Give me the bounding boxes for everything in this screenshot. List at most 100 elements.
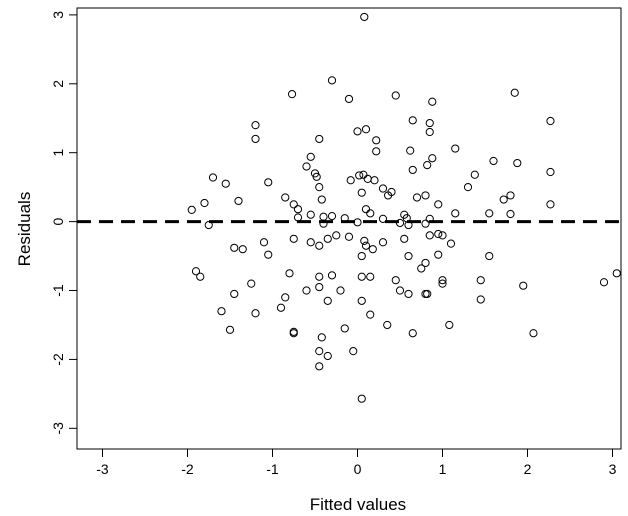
data-point: [327, 76, 337, 85]
data-point: [306, 238, 315, 247]
data-point: [384, 191, 393, 200]
data-point: [378, 238, 388, 247]
data-point: [451, 209, 460, 218]
data-point: [234, 196, 243, 206]
data-point: [485, 209, 494, 218]
data-point: [238, 245, 247, 254]
data-point: [259, 238, 269, 247]
data-point: [353, 218, 362, 227]
data-point: [340, 214, 349, 223]
y-tick-label: -1: [50, 284, 66, 297]
data-point: [428, 154, 437, 163]
data-point: [251, 121, 260, 130]
data-point: [349, 347, 358, 356]
data-point: [327, 211, 337, 221]
data-point: [346, 176, 355, 185]
data-point: [434, 250, 443, 259]
plot-frame: [76, 7, 622, 450]
data-point: [187, 205, 196, 214]
data-point: [404, 289, 413, 299]
data-point: [391, 91, 400, 100]
data-point: [408, 329, 417, 338]
data-point: [361, 241, 371, 250]
data-point: [408, 116, 417, 125]
x-tick-label: -3: [96, 461, 109, 477]
data-point: [251, 134, 260, 144]
data-point: [289, 329, 298, 338]
data-point: [204, 220, 213, 230]
data-point: [357, 394, 366, 403]
data-point: [200, 198, 209, 208]
data-point: [368, 245, 377, 254]
y-axis: -3 -2 -1 0 1 2 3: [50, 11, 78, 435]
y-tick-label: -2: [50, 353, 66, 366]
data-point: [434, 229, 443, 239]
data-point: [264, 250, 273, 259]
data-point: [251, 309, 260, 318]
data-point: [289, 234, 298, 243]
data-point: [217, 307, 226, 316]
data-point: [302, 162, 311, 171]
data-point: [372, 136, 381, 145]
data-point: [489, 156, 498, 166]
data-point: [383, 320, 392, 330]
data-point: [293, 205, 303, 214]
data-point: [408, 165, 417, 175]
data-point: [281, 193, 290, 202]
x-axis-title: Fitted values: [310, 495, 406, 514]
data-point: [357, 188, 366, 197]
data-point: [506, 191, 515, 200]
data-point: [306, 210, 315, 219]
data-point: [476, 276, 485, 285]
data-point: [476, 295, 485, 304]
data-point: [391, 276, 400, 285]
data-point: [344, 94, 354, 104]
data-point: [421, 289, 430, 299]
data-point: [510, 88, 519, 97]
x-tick-label: 1: [439, 461, 447, 477]
data-point: [276, 303, 286, 312]
data-point: [406, 146, 415, 155]
data-point: [306, 152, 315, 161]
data-point: [546, 200, 555, 209]
data-point: [315, 134, 324, 144]
data-point: [359, 170, 368, 179]
data-point: [519, 281, 528, 290]
data-point: [421, 191, 430, 200]
data-point: [196, 272, 205, 281]
data-point: [302, 286, 311, 295]
data-point: [463, 183, 473, 192]
data-point: [315, 282, 324, 292]
data-point: [315, 362, 324, 371]
data-point: [404, 220, 413, 230]
data-point: [315, 183, 324, 192]
data-point: [340, 324, 349, 333]
data-point: [404, 251, 413, 261]
data-point: [428, 97, 437, 106]
data-point: [360, 12, 369, 22]
data-point: [417, 264, 426, 273]
y-tick-label: 1: [50, 149, 66, 157]
data-point: [323, 296, 332, 305]
data-point: [344, 232, 354, 241]
data-point: [421, 219, 430, 228]
data-point: [434, 200, 443, 209]
data-point: [446, 239, 456, 248]
x-tick-label: 2: [524, 461, 532, 477]
data-point: [281, 293, 290, 302]
data-point: [357, 296, 366, 305]
data-point: [470, 170, 479, 179]
data-point: [370, 176, 379, 185]
data-point: [264, 178, 273, 187]
data-point: [315, 347, 324, 356]
data-point: [319, 219, 328, 228]
data-point: [317, 195, 326, 204]
data-point: [425, 214, 434, 223]
y-axis-title: Residuals: [15, 192, 34, 267]
data-point: [327, 271, 337, 280]
data-point: [225, 325, 235, 334]
data-point: [438, 279, 447, 288]
x-tick-label: 3: [609, 461, 617, 477]
data-point: [378, 214, 388, 223]
